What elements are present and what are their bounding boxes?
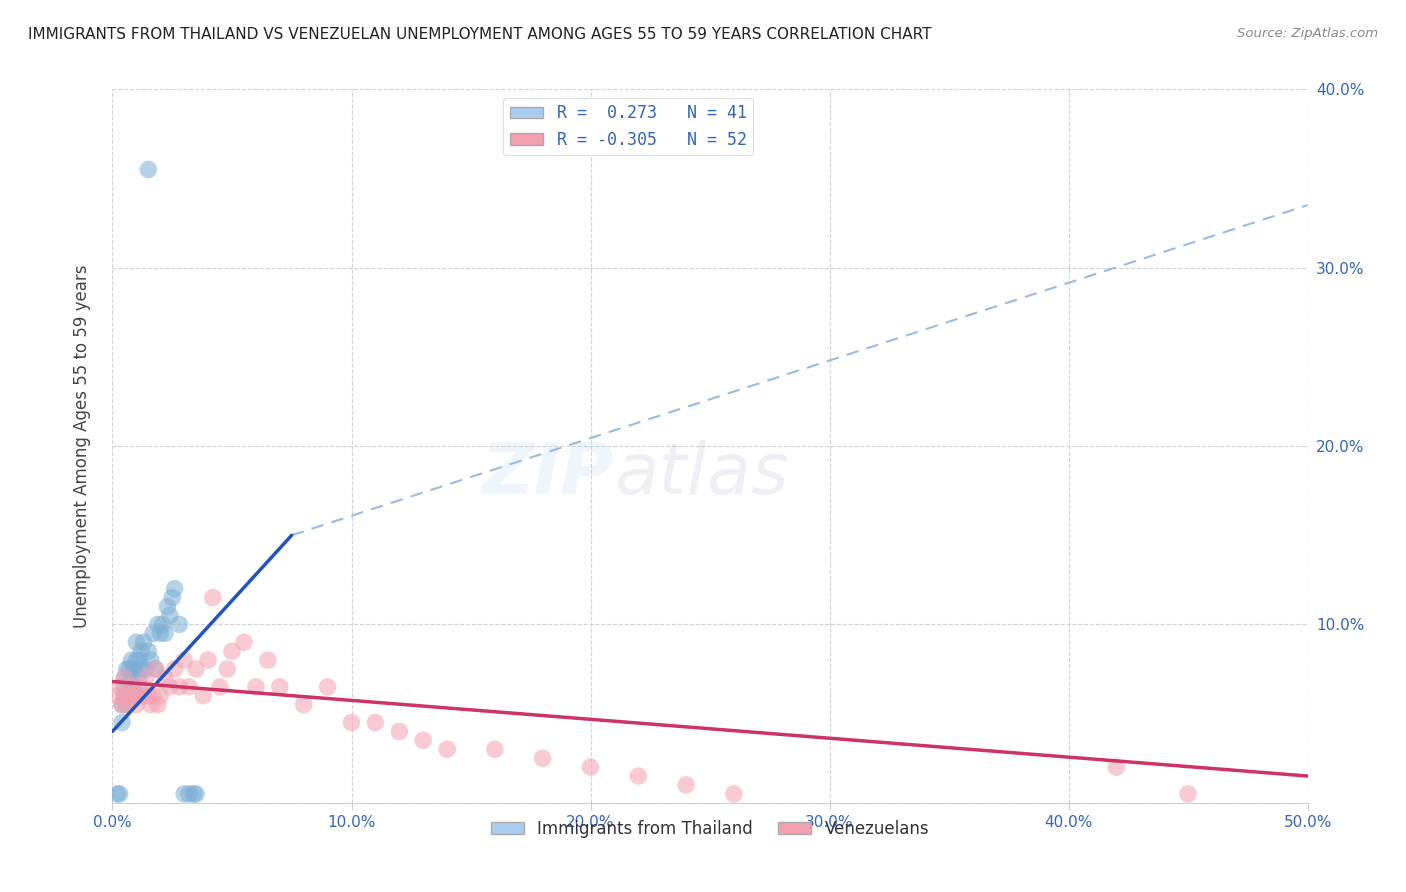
Point xyxy=(173,653,195,667)
Point xyxy=(153,626,176,640)
Point xyxy=(138,162,160,177)
Point xyxy=(146,617,169,632)
Point xyxy=(163,582,186,596)
Point xyxy=(105,787,128,801)
Point xyxy=(114,671,135,685)
Point xyxy=(149,689,172,703)
Point xyxy=(118,689,141,703)
Point xyxy=(186,662,208,676)
Point xyxy=(115,698,138,712)
Point xyxy=(139,698,162,712)
Point xyxy=(139,653,162,667)
Point xyxy=(142,626,165,640)
Point xyxy=(209,680,232,694)
Point xyxy=(173,787,195,801)
Point xyxy=(111,698,134,712)
Point xyxy=(156,599,179,614)
Point xyxy=(132,689,155,703)
Point xyxy=(122,680,145,694)
Point xyxy=(316,680,339,694)
Point xyxy=(115,662,138,676)
Legend: Immigrants from Thailand, Venezuelans: Immigrants from Thailand, Venezuelans xyxy=(484,814,936,845)
Point xyxy=(128,671,150,685)
Point xyxy=(169,680,191,694)
Point xyxy=(364,715,387,730)
Point xyxy=(135,662,157,676)
Point xyxy=(135,671,157,685)
Y-axis label: Unemployment Among Ages 55 to 59 years: Unemployment Among Ages 55 to 59 years xyxy=(73,264,91,628)
Point xyxy=(138,689,160,703)
Text: atlas: atlas xyxy=(614,440,789,509)
Point xyxy=(108,680,131,694)
Point xyxy=(114,689,135,703)
Point xyxy=(125,653,148,667)
Point xyxy=(105,689,128,703)
Point xyxy=(145,662,167,676)
Point xyxy=(412,733,434,747)
Point xyxy=(125,635,148,649)
Point xyxy=(217,662,239,676)
Point xyxy=(121,653,143,667)
Point xyxy=(125,698,148,712)
Point xyxy=(121,680,143,694)
Point xyxy=(233,635,256,649)
Point xyxy=(1177,787,1199,801)
Point xyxy=(257,653,280,667)
Point xyxy=(114,671,135,685)
Point xyxy=(129,662,152,676)
Point xyxy=(129,644,152,658)
Point xyxy=(221,644,243,658)
Point xyxy=(269,680,291,694)
Point xyxy=(114,689,135,703)
Point xyxy=(245,680,267,694)
Point xyxy=(183,787,205,801)
Point xyxy=(111,698,134,712)
Point xyxy=(169,617,191,632)
Text: Source: ZipAtlas.com: Source: ZipAtlas.com xyxy=(1237,27,1378,40)
Point xyxy=(531,751,554,765)
Point xyxy=(128,653,150,667)
Point xyxy=(163,662,186,676)
Point xyxy=(118,662,141,676)
Point xyxy=(292,698,315,712)
Text: IMMIGRANTS FROM THAILAND VS VENEZUELAN UNEMPLOYMENT AMONG AGES 55 TO 59 YEARS CO: IMMIGRANTS FROM THAILAND VS VENEZUELAN U… xyxy=(28,27,932,42)
Point xyxy=(129,680,152,694)
Point xyxy=(122,662,145,676)
Point xyxy=(436,742,458,756)
Point xyxy=(186,787,208,801)
Point xyxy=(152,617,174,632)
Point xyxy=(340,715,363,730)
Point xyxy=(388,724,411,739)
Point xyxy=(159,680,181,694)
Point xyxy=(162,591,183,605)
Point xyxy=(132,635,155,649)
Point xyxy=(149,626,172,640)
Point xyxy=(142,689,165,703)
Point xyxy=(723,787,745,801)
Point xyxy=(153,671,176,685)
Point xyxy=(121,671,143,685)
Point xyxy=(177,680,200,694)
Point xyxy=(159,608,181,623)
Point xyxy=(111,715,134,730)
Point xyxy=(177,787,200,801)
Point xyxy=(114,680,135,694)
Point xyxy=(627,769,650,783)
Point xyxy=(675,778,697,792)
Point xyxy=(145,662,167,676)
Point xyxy=(484,742,506,756)
Point xyxy=(579,760,602,774)
Point xyxy=(201,591,224,605)
Point xyxy=(115,698,138,712)
Point xyxy=(108,787,131,801)
Point xyxy=(128,689,150,703)
Point xyxy=(122,689,145,703)
Text: ZIP: ZIP xyxy=(482,440,614,509)
Point xyxy=(1105,760,1128,774)
Point xyxy=(146,698,169,712)
Point xyxy=(197,653,219,667)
Point xyxy=(138,644,160,658)
Point xyxy=(118,689,141,703)
Point xyxy=(193,689,215,703)
